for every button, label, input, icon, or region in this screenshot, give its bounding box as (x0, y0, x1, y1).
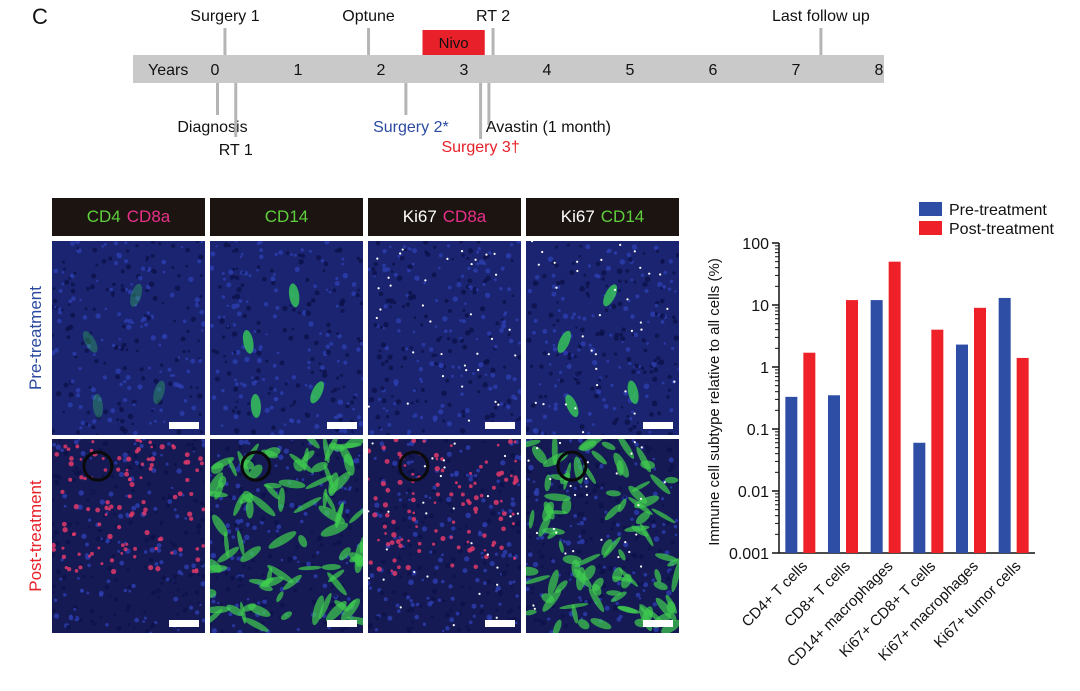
bar-post-treatment-ki67-tumor-cells (1016, 357, 1029, 553)
bar-pre-treatment-ki67-tumor-cells (998, 297, 1011, 553)
bar-pre-treatment-cd14-macrophages (870, 300, 883, 553)
y-axis-label: Immune cell subtype relative to all cell… (706, 258, 723, 546)
micrograph-post-treatment-4 (526, 439, 679, 633)
y-tick-label: 0.1 (747, 422, 769, 439)
stain-label-cd8a: CD8a (126, 207, 171, 226)
timeline-bar (133, 55, 884, 83)
event-label-diagnosis: Diagnosis (177, 119, 247, 136)
bar-post-treatment-cd8-t-cells (846, 300, 858, 553)
timeline-year-2: 2 (377, 62, 386, 79)
bar-pre-treatment-ki67-cd8-t-cells (913, 442, 926, 553)
micrograph-post-treatment-3 (368, 439, 521, 633)
event-label-optune: Optune (342, 8, 395, 25)
immune-cell-bar-chart: 0.001 0.01 0.1 1 10 100 Immune cell subtype re… (706, 202, 1054, 670)
timeline-year-3: 3 (460, 62, 469, 79)
scale-bar (327, 422, 357, 429)
legend-label-pre-treatment: Pre-treatment (949, 202, 1047, 219)
timeline-year-4: 4 (543, 62, 552, 79)
scale-bar (485, 620, 515, 627)
stain-label-cd8a: CD8a (442, 207, 487, 226)
stain-label-ki67: Ki67 (402, 207, 437, 226)
y-tick-label: 1 (760, 360, 769, 377)
event-label-surgery-2: Surgery 2* (373, 119, 449, 136)
stain-label-cd14: CD14 (600, 207, 645, 226)
scale-bar (169, 620, 199, 627)
stain-label-cd14: CD14 (264, 207, 309, 226)
bar-post-treatment-ki67-cd8-t-cells (931, 329, 944, 553)
bar-post-treatment-cd14-macrophages (888, 261, 901, 553)
legend-label-post-treatment: Post-treatment (949, 221, 1054, 238)
panel-label: C (32, 4, 48, 29)
scale-bar (485, 422, 515, 429)
row-label-post-treatment: Post-treatment (26, 480, 45, 592)
timeline-axis-label: Years (148, 62, 188, 79)
micrograph-pre-treatment-2 (210, 241, 363, 435)
timeline-year-1: 1 (294, 62, 303, 79)
legend-swatch-post-treatment (919, 221, 942, 235)
row-label-pre-treatment: Pre-treatment (26, 286, 45, 390)
micrograph-column-header-3: Ki67 CD8a (368, 198, 521, 236)
treatment-timeline: Years 0 1 2 3 4 5 6 7 8 Nivo Surgery 1 Optune RT 2 Las… (133, 8, 884, 159)
event-label-avastin-1-month: Avastin (1 month) (486, 119, 611, 136)
timeline-year-0: 0 (211, 62, 220, 79)
timeline-year-6: 6 (709, 62, 718, 79)
timeline-year-5: 5 (626, 62, 635, 79)
scale-bar (643, 620, 673, 627)
bar-post-treatment-cd4-t-cells (803, 352, 816, 553)
timeline-year-8: 8 (875, 62, 884, 79)
micrograph-pre-treatment-4 (526, 241, 679, 435)
micrograph-column-header-1: CD4 CD8a (52, 198, 205, 236)
timeline-year-7: 7 (792, 62, 801, 79)
micrograph-column-header-4: Ki67 CD14 (526, 198, 679, 236)
legend-swatch-pre-treatment (919, 202, 942, 216)
event-label-surgery-3: Surgery 3† (441, 139, 519, 156)
bar-pre-treatment-cd8-t-cells (828, 395, 840, 553)
bar-pre-treatment-ki67-macrophages (956, 344, 968, 553)
micrograph-pre-treatment-3 (368, 241, 521, 435)
micrograph-post-treatment-1 (52, 439, 205, 633)
bar-post-treatment-ki67-macrophages (974, 307, 986, 553)
scale-bar (169, 422, 199, 429)
event-label-rt-2: RT 2 (476, 8, 510, 25)
micrograph-post-treatment-2 (210, 439, 363, 633)
micrograph-column-header-2: CD14 (210, 198, 363, 236)
bar-pre-treatment-cd4-t-cells (785, 396, 798, 553)
nivo-label: Nivo (439, 35, 469, 52)
y-tick-label: 10 (751, 298, 769, 315)
event-label-rt-1: RT 1 (219, 142, 253, 159)
event-label-last-follow-up: Last follow up (772, 8, 870, 25)
nivo-period-bar (422, 30, 485, 55)
stain-label-ki67: Ki67 (560, 207, 595, 226)
y-tick-label: 0.001 (729, 546, 769, 563)
y-tick-label: 100 (742, 236, 769, 253)
y-tick-label: 0.01 (738, 484, 769, 501)
scale-bar (643, 422, 673, 429)
scale-bar (327, 620, 357, 627)
event-label-surgery-1: Surgery 1 (190, 8, 259, 25)
stain-label-cd4: CD4 (86, 207, 121, 226)
micrograph-panel: CD4 CD8a CD14 Ki67 CD8a Ki67 CD14 (52, 198, 688, 634)
micrograph-pre-treatment-1 (52, 241, 205, 435)
